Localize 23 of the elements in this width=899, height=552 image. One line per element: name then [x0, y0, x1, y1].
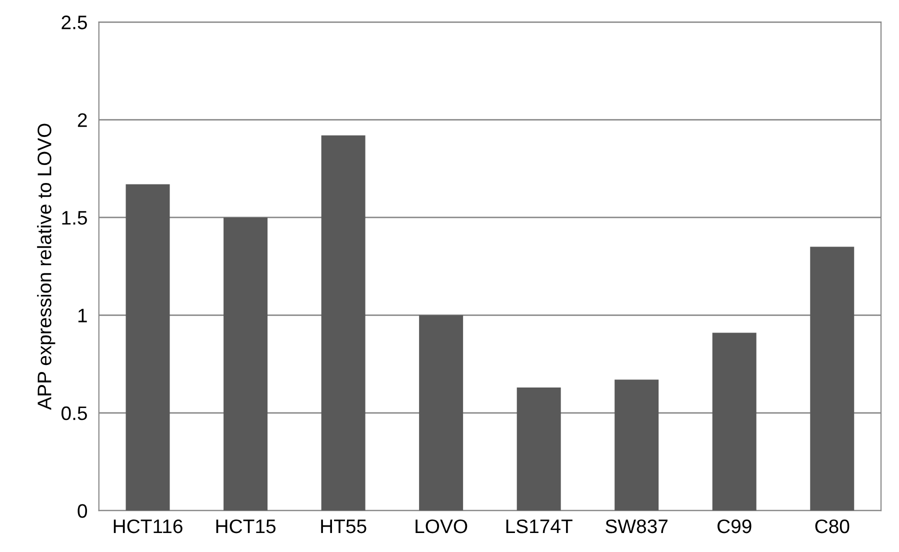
y-tick-label: 1 [78, 308, 87, 322]
y-tick-label: 0 [78, 504, 88, 518]
x-tick-label: SW837 [606, 519, 668, 534]
bar [516, 387, 561, 511]
x-tick-label: LS174T [506, 519, 572, 534]
x-tick-label: HT55 [321, 520, 366, 534]
x-tick-label: C99 [718, 519, 752, 534]
bar [810, 246, 854, 511]
y-tick-label: 2.5 [62, 16, 87, 30]
y-tick-label: 1.5 [62, 211, 87, 225]
bar [321, 135, 366, 511]
x-tick-label: C80 [815, 519, 850, 534]
x-tick-label: HCT116 [114, 519, 182, 534]
y-tick-label: 0.5 [62, 406, 87, 420]
y-axis-title: APP expression relative to LOVO [37, 124, 56, 410]
x-tick-label: LOVO [416, 519, 468, 534]
y-tick-label: 2 [78, 113, 87, 127]
bar [614, 380, 659, 511]
bar [419, 315, 464, 511]
bar [126, 184, 170, 511]
bar [712, 332, 756, 511]
x-tick-label: HCT15 [216, 519, 276, 534]
bar [224, 217, 268, 511]
